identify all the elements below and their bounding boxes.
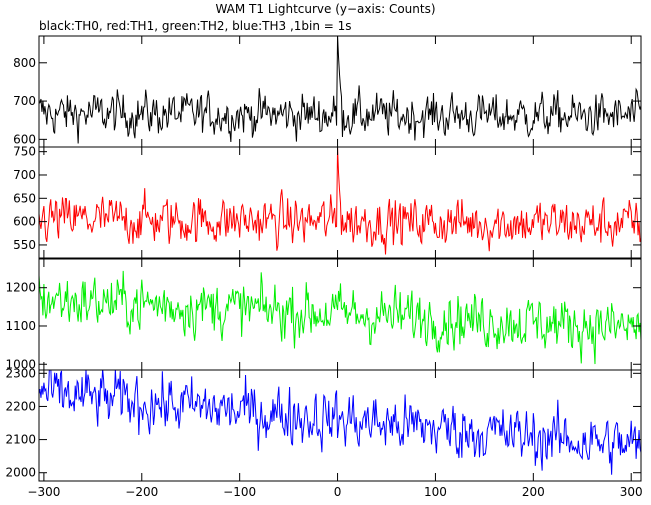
series-line-th1 [39,147,641,255]
y-tick-label: 600 [13,215,36,229]
y-tick-label: 1000 [5,357,36,371]
y-tick-label: 550 [13,238,36,252]
y-tick-label: 1100 [5,319,36,333]
y-tick-label: 1200 [5,281,36,295]
panel-frame-th1 [38,146,642,259]
x-tick-label: 0 [334,485,342,499]
y-tick-label: 650 [13,191,36,205]
series-line-th3 [39,370,641,475]
x-tick-label: −200 [125,485,158,499]
x-tick-label: −100 [223,485,256,499]
y-tick-label: 2200 [5,399,36,413]
chart-subtitle: black:TH0, red:TH1, green:TH2, blue:TH3 … [39,19,352,33]
y-tick-label: 750 [13,145,36,159]
y-tick-label: 2100 [5,433,36,447]
y-tick-label: 800 [13,56,36,70]
y-tick-label: 700 [13,168,36,182]
y-tick-label: 700 [13,94,36,108]
chart-title: WAM T1 Lightcurve (y−axis: Counts) [215,2,436,16]
x-tick-label: 300 [620,485,643,499]
y-tick-label: 2000 [5,466,36,480]
x-tick-label: 200 [522,485,545,499]
panel-frame-th2 [38,258,642,371]
panel-frame-th3 [38,369,642,482]
y-tick-label: 600 [13,132,36,146]
x-tick-label: 100 [424,485,447,499]
series-line-th2 [39,270,641,365]
x-tick-label: −300 [27,485,60,499]
y-tick-label: 2300 [5,366,36,380]
series-line-th0 [39,36,641,144]
